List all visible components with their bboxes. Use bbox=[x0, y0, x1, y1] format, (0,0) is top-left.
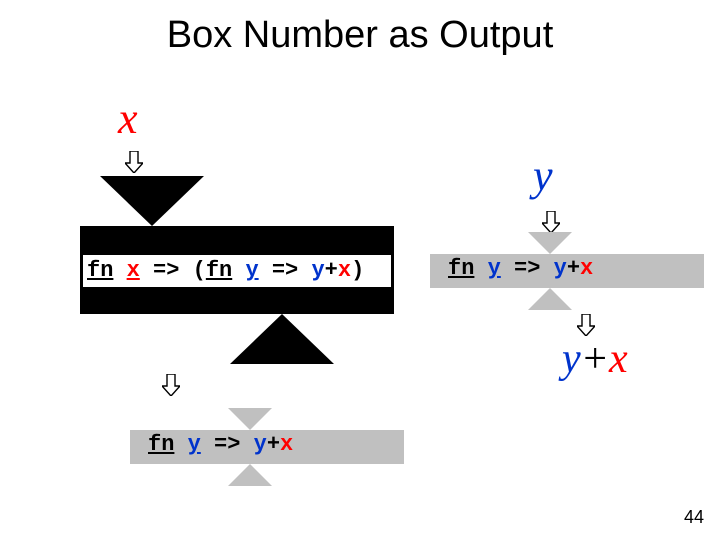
page-number: 44 bbox=[684, 507, 704, 528]
y-plus-x-result: y+x bbox=[562, 335, 628, 383]
var-y: y bbox=[188, 432, 201, 457]
page-title: Box Number as Output bbox=[0, 14, 720, 57]
code-right: fn y => y+x bbox=[448, 256, 593, 281]
var-x: x bbox=[609, 336, 628, 382]
down-arrow-icon bbox=[577, 314, 595, 336]
var-y: y bbox=[554, 256, 567, 281]
rparen: ) bbox=[351, 258, 364, 283]
sp bbox=[240, 432, 253, 457]
kw-fn: fn bbox=[448, 256, 474, 281]
var-y: y bbox=[311, 258, 324, 283]
grey-funnel-top bbox=[228, 408, 272, 430]
down-arrow-icon bbox=[542, 211, 560, 233]
sp bbox=[113, 258, 126, 283]
sp bbox=[298, 258, 311, 283]
sp bbox=[474, 256, 487, 281]
sp bbox=[259, 258, 272, 283]
sp bbox=[174, 432, 187, 457]
grey-funnel-top bbox=[528, 232, 572, 254]
sp bbox=[501, 256, 514, 281]
grey-funnel-bottom bbox=[528, 288, 572, 310]
code-box-left: fn x => (fn y => y+x) bbox=[82, 254, 392, 288]
kw-fn: fn bbox=[206, 258, 232, 283]
var-x: x bbox=[280, 432, 293, 457]
sp bbox=[179, 258, 192, 283]
sp bbox=[232, 258, 245, 283]
var-y: y bbox=[254, 432, 267, 457]
var-x: x bbox=[580, 256, 593, 281]
var-y: y bbox=[245, 258, 258, 283]
kw-fn: fn bbox=[87, 258, 113, 283]
down-arrow-icon bbox=[162, 374, 180, 396]
kw-fn: fn bbox=[148, 432, 174, 457]
black-funnel-top bbox=[100, 176, 204, 226]
arrow: => bbox=[214, 432, 240, 457]
down-arrow-icon bbox=[125, 151, 143, 173]
x-label: x bbox=[118, 93, 138, 144]
arrow: => bbox=[272, 258, 298, 283]
plus: + bbox=[567, 256, 580, 281]
var-x: x bbox=[127, 258, 140, 283]
sp bbox=[201, 432, 214, 457]
grey-funnel-bottom bbox=[228, 464, 272, 486]
y-label: y bbox=[533, 150, 553, 201]
arrow: => bbox=[514, 256, 540, 281]
var-y: y bbox=[488, 256, 501, 281]
var-y: y bbox=[562, 336, 581, 382]
plus: + bbox=[325, 258, 338, 283]
plus: + bbox=[581, 336, 609, 382]
var-x: x bbox=[338, 258, 351, 283]
arrow: => bbox=[153, 258, 179, 283]
sp bbox=[140, 258, 153, 283]
code-bottom: fn y => y+x bbox=[148, 432, 293, 457]
plus: + bbox=[267, 432, 280, 457]
lparen: ( bbox=[193, 258, 206, 283]
sp bbox=[540, 256, 553, 281]
black-funnel-bottom bbox=[230, 314, 334, 364]
